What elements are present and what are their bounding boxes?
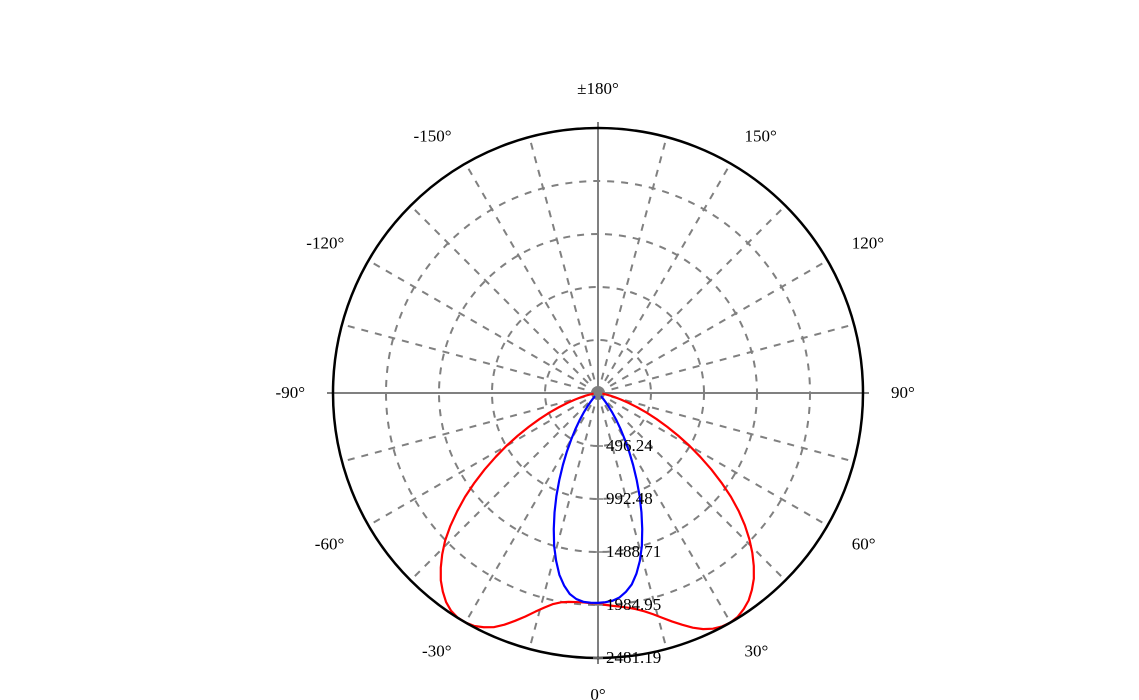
angle-label: -120° [306,234,344,253]
grid-spoke [466,393,599,622]
angle-label: -30° [422,642,451,661]
grid-spoke [529,137,598,393]
grid-spoke [369,261,598,394]
radial-label: 1488.71 [606,542,661,561]
grid-spoke [598,324,854,393]
angle-label: -60° [315,535,344,554]
grid-spoke [466,164,599,393]
grid-spoke [598,261,827,394]
grid-spoke [342,324,598,393]
grid-spoke [411,206,598,393]
radial-label: 2481.19 [606,648,661,667]
angle-label: -150° [414,126,452,145]
radial-label: 1984.95 [606,595,661,614]
angle-label: 150° [745,126,777,145]
grid-spoke [598,164,731,393]
grid-spoke [342,393,598,462]
angle-label: 30° [745,642,769,661]
polar-chart: 0° 30° 60° 90° 120° 150° ±180° -150° -120° -90° -6… [0,0,1139,700]
radial-label: 992.48 [606,489,653,508]
angle-label: 60° [852,535,876,554]
angle-label: ±180° [577,79,619,98]
angle-label: 90° [891,383,915,402]
angle-label: 120° [852,234,884,253]
grid-spoke [598,206,785,393]
angle-label: 0° [590,685,605,700]
radial-label: 496.24 [606,436,653,455]
angle-label: -90° [276,383,305,402]
grid-spoke [598,137,667,393]
center-dot [594,389,603,398]
grid-spoke [411,393,598,580]
